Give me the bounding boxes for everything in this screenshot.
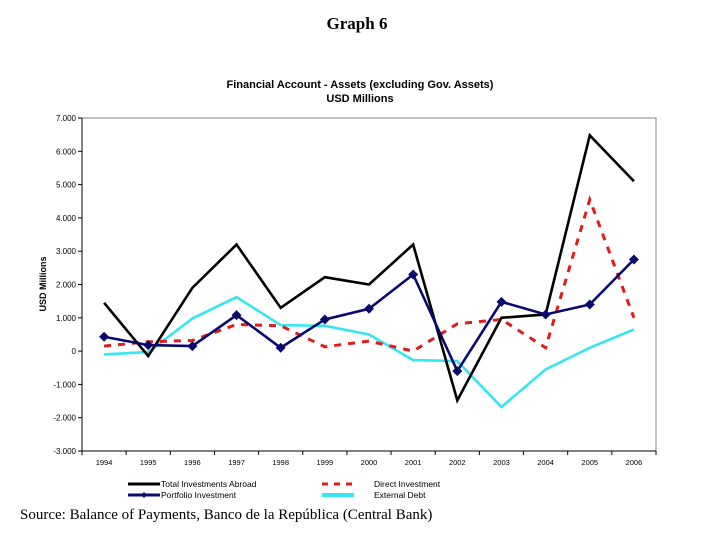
series-line-external-debt bbox=[104, 295, 635, 409]
x-tick-label: 2001 bbox=[405, 458, 422, 467]
legend-label: Total Investments Abroad bbox=[161, 479, 257, 489]
x-tick-label: 2006 bbox=[626, 458, 643, 467]
data-point-marker bbox=[496, 296, 507, 307]
data-point-marker bbox=[319, 314, 330, 325]
y-tick-label: 0 bbox=[72, 347, 77, 356]
y-tick-label: 2.000 bbox=[56, 281, 77, 290]
y-tick-label: 7.000 bbox=[56, 114, 77, 123]
y-tick-label: 6.000 bbox=[56, 147, 77, 156]
y-tick-label: 1.000 bbox=[56, 314, 77, 323]
y-axis-label: USD Millions bbox=[38, 256, 48, 311]
legend-label: Portfolio Investment bbox=[161, 490, 237, 500]
x-tick-label: 2003 bbox=[493, 458, 510, 467]
x-tick-label: 1996 bbox=[184, 458, 201, 467]
y-tick-label: -1.000 bbox=[53, 380, 76, 389]
x-tick-label: 1999 bbox=[317, 458, 334, 467]
series-line-total-investments-abroad bbox=[103, 132, 635, 404]
chart-subtitle: USD Millions bbox=[326, 93, 393, 105]
data-point-marker bbox=[275, 342, 286, 353]
data-point-marker bbox=[452, 366, 463, 377]
data-point-marker bbox=[628, 254, 639, 265]
data-point-marker bbox=[364, 303, 374, 314]
data-point-marker bbox=[231, 310, 242, 321]
y-tick-label: -2.000 bbox=[53, 414, 76, 423]
graph-label: Graph 6 bbox=[326, 14, 388, 33]
data-point-marker bbox=[584, 299, 595, 310]
x-tick-label: 2005 bbox=[581, 458, 598, 467]
y-tick-label: 4.000 bbox=[56, 214, 77, 223]
x-tick-label: 1998 bbox=[272, 458, 289, 467]
source-note: Source: Balance of Payments, Banco de la… bbox=[20, 507, 433, 523]
x-tick-label: 1997 bbox=[228, 458, 245, 467]
y-tick-label: 5.000 bbox=[56, 181, 77, 190]
data-point-marker bbox=[408, 269, 419, 280]
data-point-marker bbox=[143, 340, 154, 351]
x-tick-label: 2004 bbox=[537, 458, 554, 467]
y-tick-label: 3.000 bbox=[56, 247, 77, 256]
chart-title: Financial Account - Assets (excluding Go… bbox=[227, 79, 494, 91]
data-point-marker bbox=[540, 309, 551, 320]
x-tick-label: 1995 bbox=[140, 458, 157, 467]
legend-marker bbox=[141, 492, 147, 498]
legend-label: Direct Investment bbox=[374, 479, 441, 489]
series-line-direct-investment bbox=[103, 194, 636, 353]
x-tick-label: 2000 bbox=[361, 458, 378, 467]
legend-label: External Debt bbox=[374, 490, 426, 500]
x-tick-label: 1994 bbox=[96, 458, 113, 467]
data-point-marker bbox=[187, 341, 198, 352]
y-tick-label: -3.000 bbox=[53, 447, 76, 456]
x-tick-label: 2002 bbox=[449, 458, 466, 467]
data-point-marker bbox=[99, 331, 110, 342]
